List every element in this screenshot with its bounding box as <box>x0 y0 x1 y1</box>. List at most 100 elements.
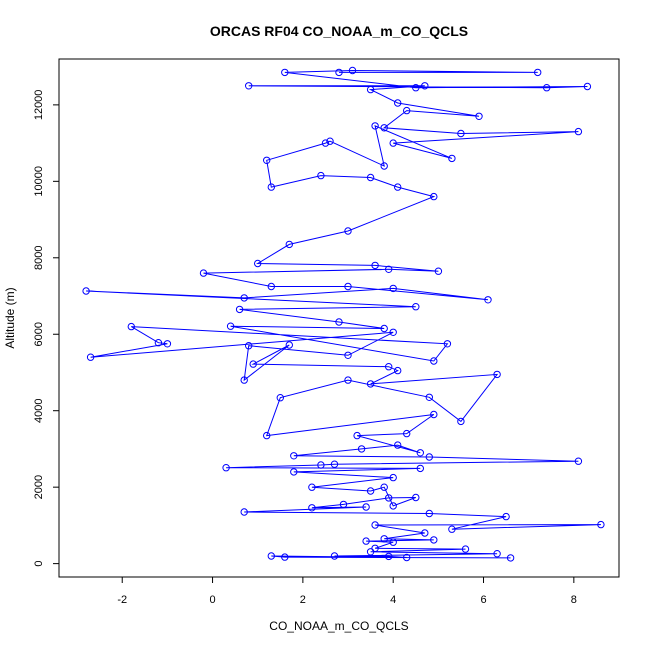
data-point <box>366 85 375 94</box>
data-point <box>443 340 452 348</box>
data-point <box>344 282 352 291</box>
data-point <box>380 324 388 333</box>
data-point <box>249 360 257 368</box>
data-point <box>285 240 293 249</box>
data-point <box>371 544 379 552</box>
data-point <box>389 284 397 293</box>
data-point <box>380 483 388 491</box>
data-point <box>353 431 361 440</box>
data-point <box>416 464 424 473</box>
data-point <box>86 353 95 361</box>
data-point <box>317 171 325 180</box>
data-point <box>245 82 253 90</box>
data-point <box>421 82 429 90</box>
data-point <box>574 127 583 136</box>
data-point <box>344 376 352 384</box>
data-point <box>403 553 411 562</box>
data-point <box>534 68 542 77</box>
data-point <box>281 553 289 561</box>
x-axis: -2 0 2 4 6 8 <box>117 577 577 606</box>
data-point <box>380 535 388 543</box>
data-point <box>493 550 501 558</box>
x-tick-label: 4 <box>390 594 396 606</box>
data-point <box>267 552 275 560</box>
data-point <box>389 502 397 510</box>
data-point <box>421 529 429 537</box>
data-point <box>362 537 370 545</box>
data-point <box>380 162 388 170</box>
data-point <box>416 449 424 457</box>
series-layer <box>82 66 605 562</box>
y-axis: 0 2000 4000 6000 8000 10000 12000 <box>33 90 59 567</box>
y-tick-label: 10000 <box>33 166 45 197</box>
data-point <box>371 122 379 130</box>
data-point <box>366 548 375 556</box>
data-point <box>321 139 330 147</box>
x-axis-label: CO_NOAA_m_CO_QCLS <box>269 619 408 633</box>
data-point <box>285 341 293 349</box>
data-point <box>394 183 402 191</box>
data-point <box>412 84 420 92</box>
y-tick-label: 8000 <box>33 246 45 270</box>
data-point <box>457 129 465 138</box>
data-point <box>222 464 230 472</box>
data-point <box>366 487 375 495</box>
data-point <box>330 552 339 560</box>
data-point <box>412 303 420 311</box>
data-point <box>127 322 136 331</box>
data-point <box>267 183 275 191</box>
data-point <box>543 84 551 92</box>
data-point <box>425 509 433 518</box>
data-point <box>597 520 605 529</box>
data-point <box>235 305 244 314</box>
data-point <box>425 453 433 461</box>
x-tick-label: 6 <box>480 594 486 606</box>
data-point <box>389 473 397 482</box>
data-point <box>326 137 334 145</box>
y-tick-label: 6000 <box>33 322 45 346</box>
data-point <box>366 380 375 388</box>
data-point <box>461 545 470 553</box>
data-point <box>339 500 348 509</box>
y-tick-label: 4000 <box>33 398 45 422</box>
data-point <box>308 504 316 512</box>
data-point <box>448 154 456 163</box>
x-tick-label: 2 <box>300 594 306 606</box>
data-point <box>317 461 325 469</box>
data-point <box>583 82 592 91</box>
data-point <box>403 106 411 115</box>
data-point <box>154 339 163 347</box>
data-point <box>362 503 370 511</box>
data-point <box>430 357 438 365</box>
y-tick-label: 12000 <box>33 90 45 121</box>
y-tick-label: 2000 <box>33 475 45 499</box>
data-point <box>502 512 510 521</box>
data-point <box>484 296 492 304</box>
data-point <box>371 521 379 529</box>
data-point <box>394 441 402 449</box>
data-point <box>430 410 438 419</box>
data-point <box>254 259 262 268</box>
data-point <box>403 429 411 438</box>
x-tick-label: 0 <box>209 594 215 606</box>
data-point <box>412 493 420 502</box>
data-point <box>344 351 352 359</box>
data-point <box>394 366 402 375</box>
data-point <box>290 452 298 460</box>
data-point <box>276 394 284 402</box>
data-point <box>199 269 208 277</box>
data-point <box>430 536 438 544</box>
data-point <box>335 318 343 326</box>
data-point <box>82 287 90 295</box>
data-point <box>240 376 248 384</box>
data-point <box>263 431 271 440</box>
data-point <box>335 68 343 77</box>
data-point <box>385 265 393 273</box>
data-point <box>385 552 393 561</box>
y-tick-label: 0 <box>33 561 45 567</box>
series-line <box>86 69 601 559</box>
data-point <box>366 173 375 182</box>
data-point <box>267 282 275 291</box>
data-point <box>457 417 465 426</box>
